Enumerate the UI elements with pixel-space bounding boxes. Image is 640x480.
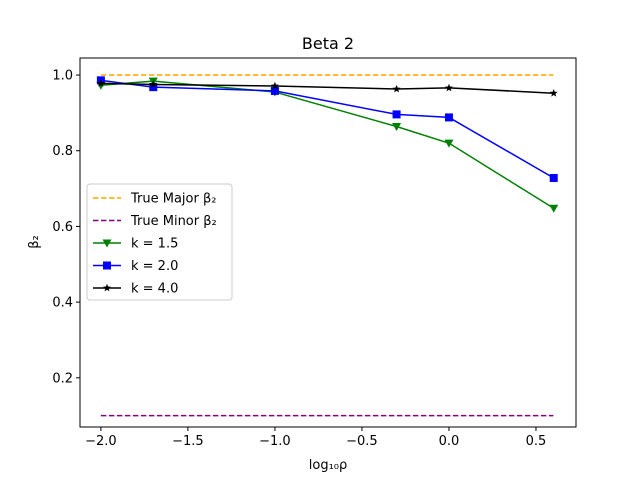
data-point xyxy=(149,80,158,88)
data-point xyxy=(149,83,158,92)
data-point xyxy=(444,139,454,148)
legend-item: k = 2.0 xyxy=(93,259,178,274)
data-point xyxy=(96,79,105,87)
series-4 xyxy=(96,79,558,97)
x-tick-label: −1.0 xyxy=(259,434,291,449)
legend-item: True Minor β₂ xyxy=(93,214,217,229)
legend-box xyxy=(86,183,233,301)
x-axis-label: log₁₀ρ xyxy=(309,458,348,473)
y-tick-label: 0.2 xyxy=(52,371,73,386)
legend-label: True Major β₂ xyxy=(130,192,216,207)
data-point xyxy=(444,83,453,92)
y-tick-label: 1.0 xyxy=(52,69,73,84)
data-point xyxy=(549,173,558,182)
data-point xyxy=(392,110,401,119)
legend-label: k = 1.5 xyxy=(131,237,178,252)
legend-marker xyxy=(102,239,112,248)
y-tick-label: 0.6 xyxy=(52,220,73,235)
series-line xyxy=(100,80,555,209)
x-tick-label: −0.5 xyxy=(346,434,378,449)
data-point xyxy=(392,123,402,132)
legend-marker xyxy=(103,283,111,292)
data-point xyxy=(270,86,279,95)
series-line xyxy=(100,82,554,94)
data-point xyxy=(270,81,279,90)
chart-title: Beta 2 xyxy=(302,34,354,53)
legend: True Major β₂ True Minor β₂ k = 1.5 k = 2.0… xyxy=(86,183,233,301)
plot-marks xyxy=(96,74,559,417)
y-axis-label: β₂ xyxy=(27,235,42,249)
x-tick-label: −2.0 xyxy=(85,434,117,449)
legend-label: k = 4.0 xyxy=(131,282,178,297)
data-point xyxy=(549,204,559,213)
legend-item: k = 4.0 xyxy=(93,282,178,297)
series-3 xyxy=(96,76,558,182)
legend-label: True Minor β₂ xyxy=(130,214,217,229)
y-axis-ticks: 0.2 0.4 0.6 0.8 1.0 xyxy=(52,69,80,386)
x-axis-ticks: −2.0 −1.5 −1.0 −0.5 0.0 0.5 xyxy=(85,427,546,449)
series-line xyxy=(100,79,555,179)
data-point xyxy=(392,84,401,93)
legend-item: k = 1.5 xyxy=(93,237,178,252)
data-point xyxy=(549,89,558,97)
legend-item: True Major β₂ xyxy=(93,192,216,207)
y-tick-label: 0.8 xyxy=(52,144,73,159)
plot-frame xyxy=(79,57,577,428)
y-tick-label: 0.4 xyxy=(52,296,73,311)
legend-label: k = 2.0 xyxy=(131,259,178,274)
x-tick-label: 0.0 xyxy=(439,434,460,449)
x-tick-label: 0.5 xyxy=(526,434,547,449)
data-point xyxy=(444,113,453,122)
x-tick-label: −1.5 xyxy=(172,434,204,449)
legend-marker xyxy=(103,261,111,270)
